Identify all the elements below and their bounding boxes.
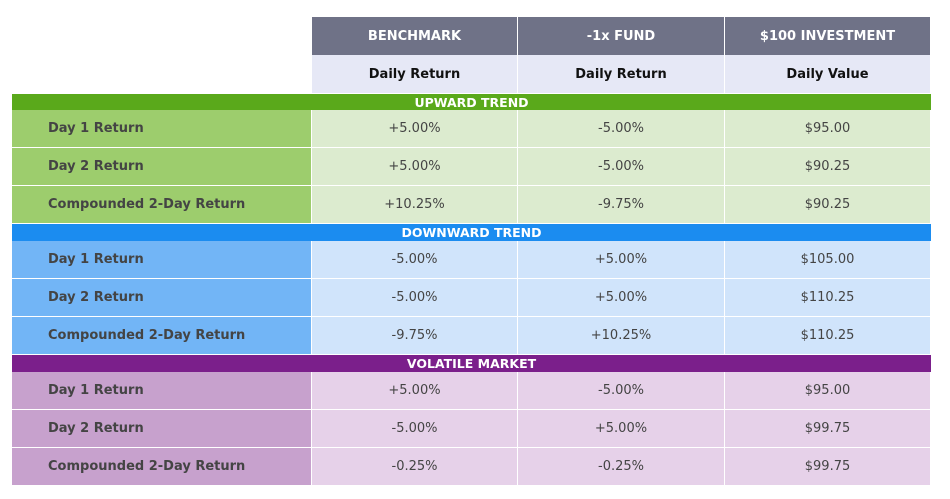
row-label: Compounded 2-Day Return	[12, 186, 312, 224]
cell-value: -5.00%	[518, 110, 725, 148]
column-title: $100 INVESTMENT	[725, 17, 931, 55]
cell-value: +10.25%	[518, 317, 725, 355]
cell-value: -0.25%	[312, 448, 518, 486]
row-label: Day 2 Return	[12, 410, 312, 448]
column-subtitle: Daily Return	[518, 55, 725, 93]
column-subtitle: Daily Return	[312, 55, 518, 93]
cell-value: +5.00%	[312, 372, 518, 410]
cell-value: $95.00	[725, 110, 931, 148]
cell-value: -9.75%	[312, 317, 518, 355]
cell-value: $95.00	[725, 372, 931, 410]
column-title: -1x FUND	[518, 17, 725, 55]
cell-value: $110.25	[725, 317, 931, 355]
cell-value: $90.25	[725, 148, 931, 186]
cell-value: -5.00%	[312, 241, 518, 279]
cell-value: -9.75%	[518, 186, 725, 224]
cell-value: $110.25	[725, 279, 931, 317]
cell-value: +5.00%	[312, 148, 518, 186]
row-label: Compounded 2-Day Return	[12, 448, 312, 486]
cell-value: +5.00%	[518, 410, 725, 448]
column-subtitle: Daily Value	[725, 55, 931, 93]
cell-value: -5.00%	[312, 279, 518, 317]
row-label: Day 2 Return	[12, 148, 312, 186]
cell-value: $105.00	[725, 241, 931, 279]
cell-value: $99.75	[725, 448, 931, 486]
cell-value: $90.25	[725, 186, 931, 224]
section-title: VOLATILE MARKET	[12, 355, 931, 372]
row-label: Day 1 Return	[12, 372, 312, 410]
row-label: Day 1 Return	[12, 110, 312, 148]
row-label: Day 1 Return	[12, 241, 312, 279]
cell-value: +5.00%	[518, 241, 725, 279]
cell-value: -5.00%	[312, 410, 518, 448]
cell-value: -5.00%	[518, 148, 725, 186]
cell-value: $99.75	[725, 410, 931, 448]
row-label: Day 2 Return	[12, 279, 312, 317]
cell-value: -5.00%	[518, 372, 725, 410]
cell-value: -0.25%	[518, 448, 725, 486]
row-label: Compounded 2-Day Return	[12, 317, 312, 355]
section-title: UPWARD TREND	[12, 94, 931, 110]
section-title: DOWNWARD TREND	[12, 224, 931, 241]
cell-value: +5.00%	[518, 279, 725, 317]
cell-value: +10.25%	[312, 186, 518, 224]
cell-value: +5.00%	[312, 110, 518, 148]
column-title: BENCHMARK	[312, 17, 518, 55]
